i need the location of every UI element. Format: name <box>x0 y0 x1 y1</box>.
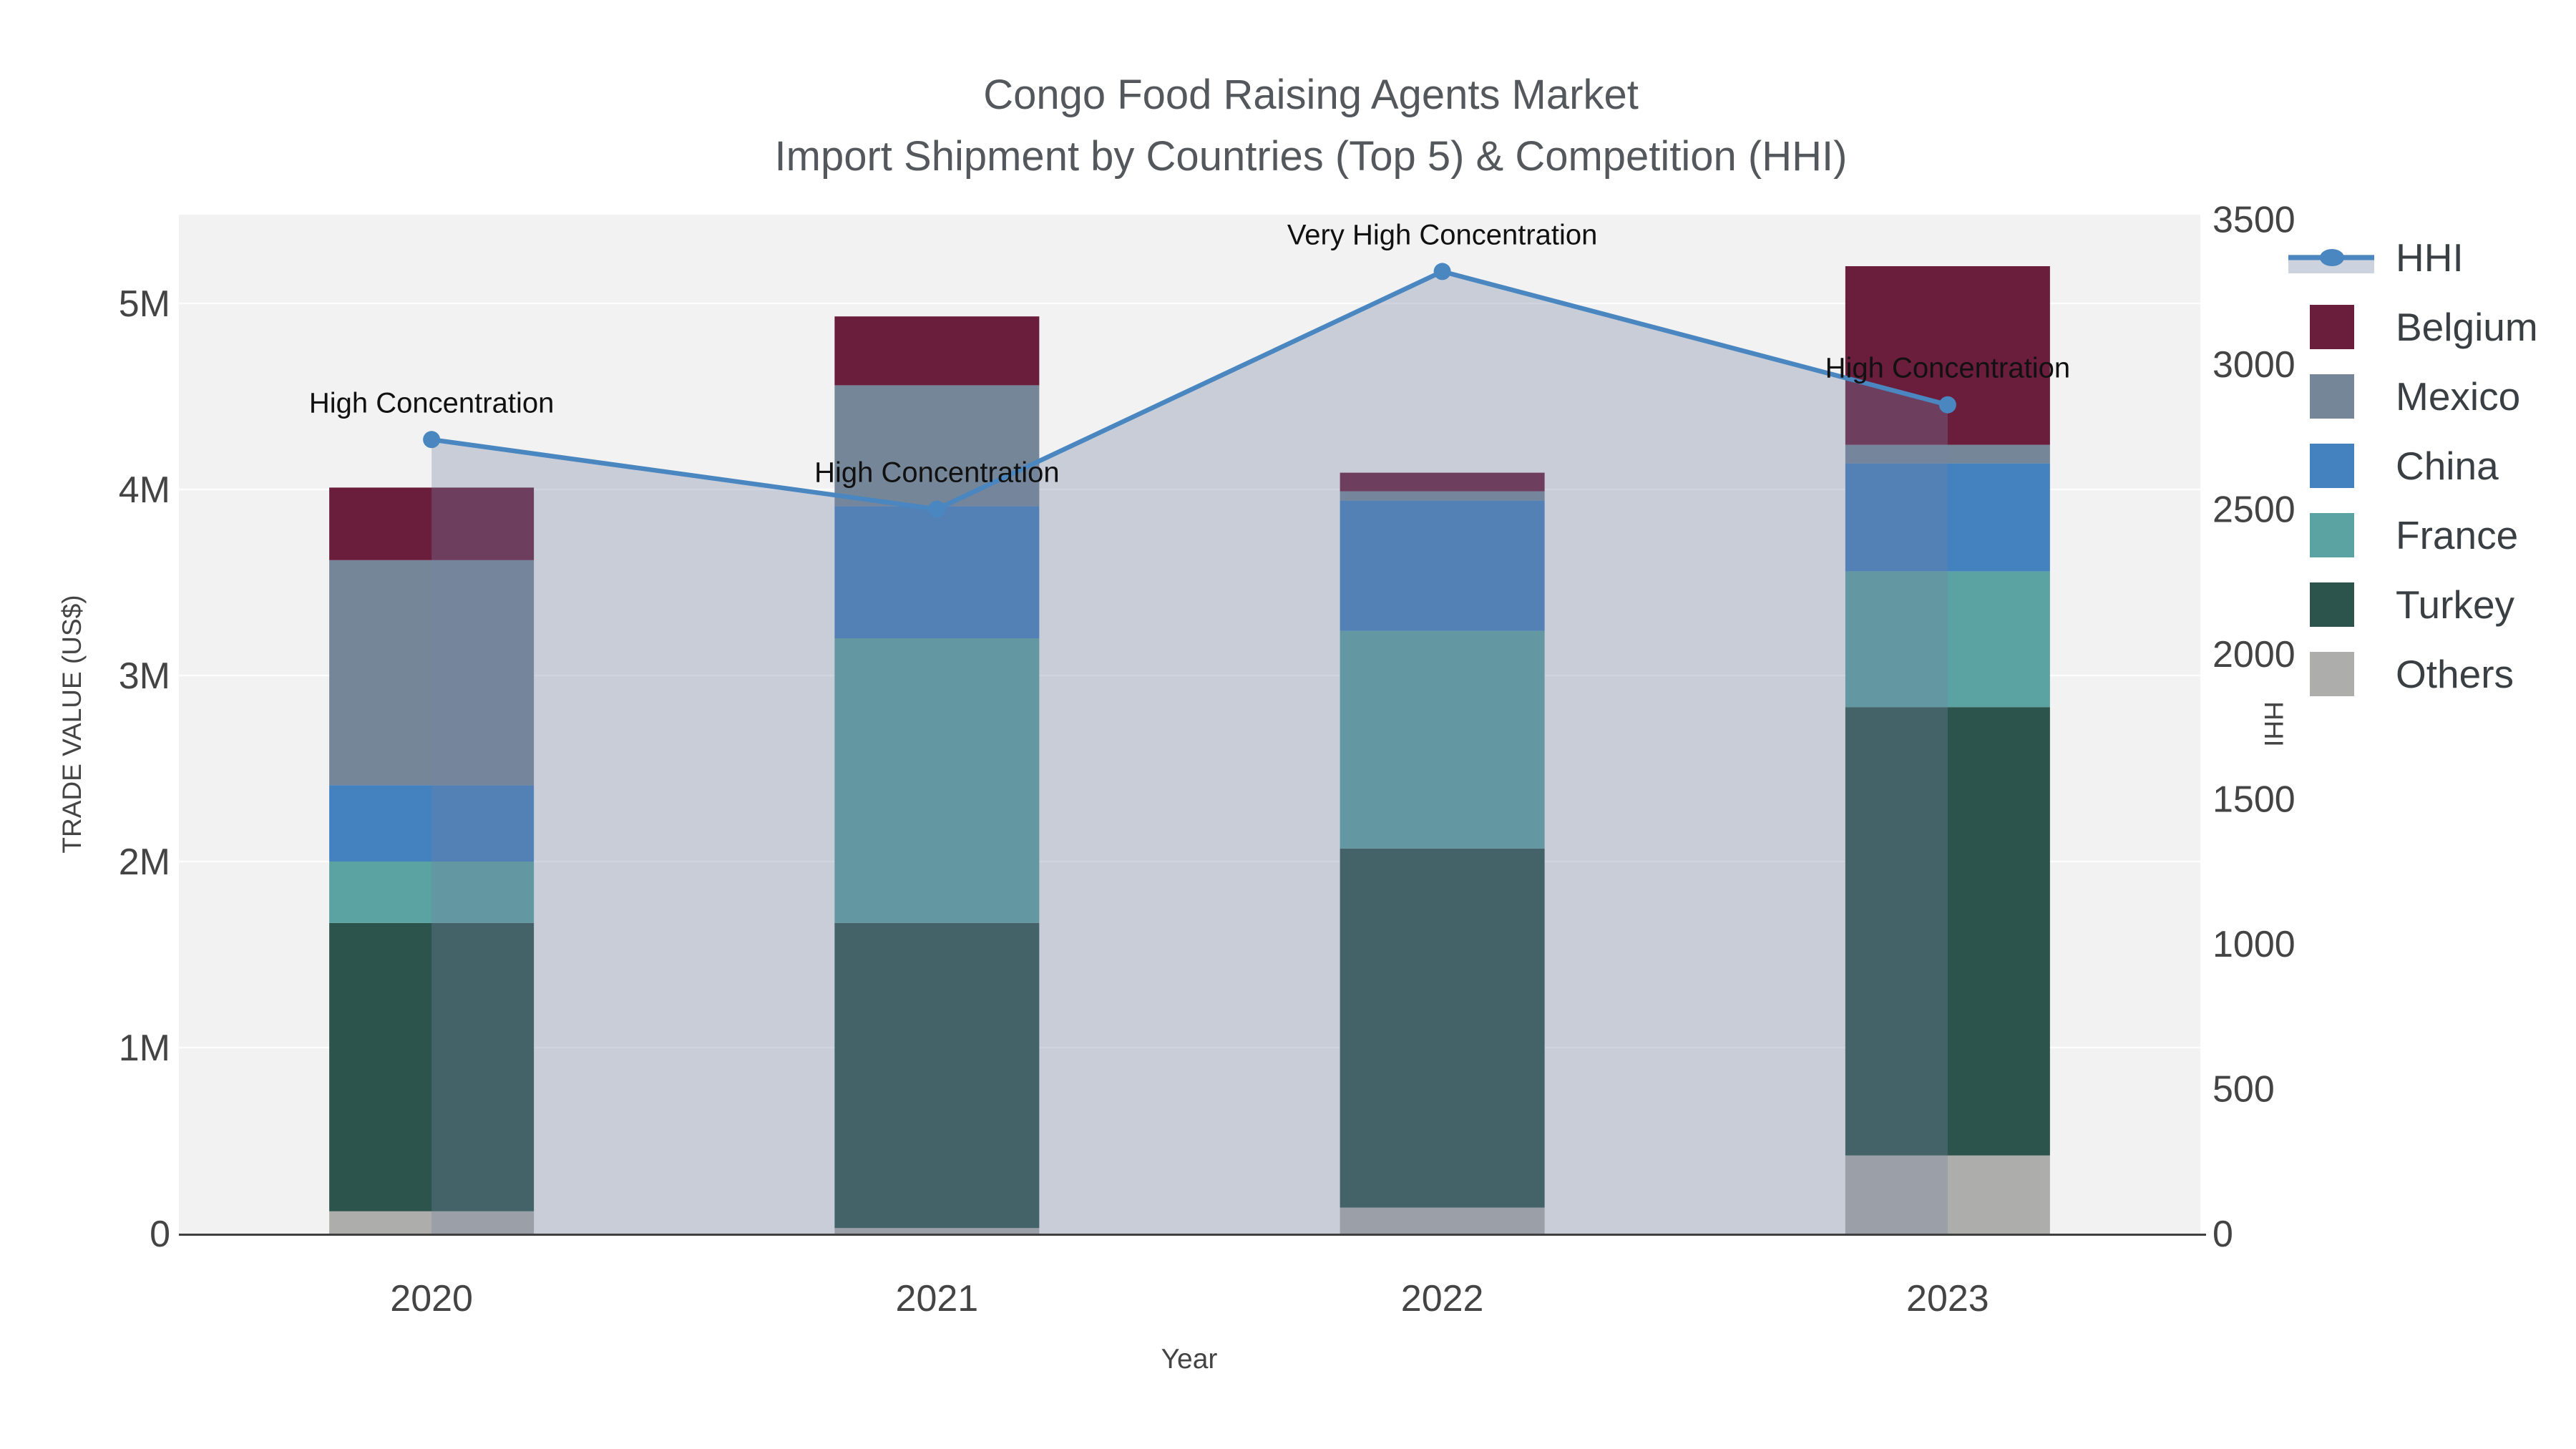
legend-label-turkey: Turkey <box>2396 582 2515 627</box>
legend-item-turkey[interactable]: Turkey <box>2310 582 2515 627</box>
legend-item-hhi[interactable]: HHI <box>2288 235 2464 280</box>
y-left-tick-1M: 1M <box>119 1028 170 1069</box>
bar-segment-france-2022[interactable] <box>1340 630 1545 849</box>
y-right-tick-1500: 1500 <box>2212 779 2296 821</box>
bar-segment-turkey-2023[interactable] <box>1845 707 2050 1156</box>
bar-segment-china-2020[interactable] <box>329 785 535 862</box>
bar-segment-turkey-2021[interactable] <box>834 922 1040 1229</box>
hhi-area-fill <box>431 271 1948 1234</box>
hhi-marker-2023[interactable] <box>1938 396 1956 414</box>
y-left-axis-title: TRADE VALUE (US$) <box>57 595 87 853</box>
chart-title-line1: Congo Food Raising Agents Market <box>983 72 1639 118</box>
hhi-marker-2021[interactable] <box>928 500 946 518</box>
y-right-tick-1000: 1000 <box>2212 924 2296 965</box>
bar-segment-mexico-2021[interactable] <box>834 385 1040 507</box>
x-tick-2020: 2020 <box>390 1278 473 1319</box>
y-right-tick-2000: 2000 <box>2212 634 2296 675</box>
bar-segment-china-2021[interactable] <box>834 506 1040 638</box>
bar-segment-china-2023[interactable] <box>1845 463 2050 572</box>
bar-segment-belgium-2023[interactable] <box>1845 266 2050 445</box>
y-left-tick-5M: 5M <box>119 283 170 325</box>
annotation-2020: High Concentration <box>309 387 554 419</box>
annotation-2023: High Concentration <box>1825 353 2070 384</box>
bar-segment-belgium-2020[interactable] <box>329 487 535 560</box>
y-left-tick-2M: 2M <box>119 841 170 883</box>
hhi-area-fill-group <box>431 271 1948 1234</box>
bar-segment-others-2020[interactable] <box>329 1211 535 1234</box>
axes-group: 0 1M 2M 3M 4M 5M 0 500 1000 1500 2000 2500 3000 3500 2… <box>119 200 2296 1320</box>
y-left-tick-4M: 4M <box>119 469 170 511</box>
y-right-tick-500: 500 <box>2212 1069 2275 1111</box>
legend-label-belgium: Belgium <box>2396 305 2538 349</box>
bar-segment-others-2023[interactable] <box>1845 1155 2050 1234</box>
bar-segment-france-2021[interactable] <box>834 638 1040 923</box>
bar-segment-mexico-2023[interactable] <box>1845 444 2050 464</box>
hhi-marker-2020[interactable] <box>423 431 441 449</box>
y-right-tick-2500: 2500 <box>2212 489 2296 531</box>
chart-title-line2: Import Shipment by Countries (Top 5) & C… <box>775 133 1848 180</box>
legend-item-france[interactable]: France <box>2310 513 2518 557</box>
bar-segment-france-2020[interactable] <box>329 862 535 923</box>
legend-label-others: Others <box>2396 652 2514 696</box>
legend-label-hhi: HHI <box>2396 235 2464 280</box>
legend-label-france: France <box>2396 513 2518 557</box>
bar-segment-others-2022[interactable] <box>1340 1207 1545 1234</box>
y-left-tick-0: 0 <box>150 1214 170 1255</box>
bar-segment-belgium-2022[interactable] <box>1340 472 1545 492</box>
bar-segment-china-2022[interactable] <box>1340 500 1545 631</box>
x-axis-title: Year <box>1161 1344 1218 1375</box>
legend-group: HHI Belgium Mexico China France Turkey Others <box>2288 235 2538 696</box>
bar-segment-belgium-2021[interactable] <box>834 316 1040 386</box>
y-right-tick-3500: 3500 <box>2212 200 2296 241</box>
annotation-2021: High Concentration <box>814 457 1059 489</box>
y-left-tick-3M: 3M <box>119 655 170 697</box>
hhi-line-group <box>423 263 1956 518</box>
bar-segment-turkey-2020[interactable] <box>329 922 535 1211</box>
hhi-line[interactable] <box>429 269 1951 512</box>
bar-segment-mexico-2022[interactable] <box>1340 491 1545 501</box>
hhi-marker-2022[interactable] <box>1433 263 1451 280</box>
legend-swatch-others <box>2310 652 2354 696</box>
x-tick-2023: 2023 <box>1906 1278 1989 1319</box>
legend-swatch-france <box>2310 513 2354 557</box>
bar-segment-france-2023[interactable] <box>1845 571 2050 708</box>
legend-item-others[interactable]: Others <box>2310 652 2514 696</box>
annotations-group: High Concentration High Concentration Very… <box>309 219 2070 488</box>
legend-swatch-turkey <box>2310 582 2354 627</box>
legend-hhi-marker <box>2320 249 2344 266</box>
legend-swatch-china <box>2310 444 2354 488</box>
bar-segment-others-2021[interactable] <box>834 1228 1040 1234</box>
legend-item-mexico[interactable]: Mexico <box>2310 374 2520 419</box>
y-right-tick-3000: 3000 <box>2212 344 2296 386</box>
annotation-2022: Very High Concentration <box>1287 219 1598 250</box>
x-tick-2021: 2021 <box>896 1278 979 1319</box>
bar-segment-turkey-2022[interactable] <box>1340 848 1545 1208</box>
legend-label-mexico: Mexico <box>2396 374 2520 419</box>
x-tick-2022: 2022 <box>1401 1278 1484 1319</box>
y-right-axis-title: HHI <box>2259 701 2288 747</box>
legend-swatch-mexico <box>2310 374 2354 419</box>
legend-item-belgium[interactable]: Belgium <box>2310 305 2538 349</box>
bar-segment-mexico-2020[interactable] <box>329 560 535 786</box>
legend-label-china: China <box>2396 444 2499 488</box>
legend-swatch-belgium <box>2310 305 2354 349</box>
y-right-tick-0: 0 <box>2212 1214 2233 1255</box>
bars-group <box>329 266 2050 1234</box>
legend-item-china[interactable]: China <box>2310 444 2499 488</box>
